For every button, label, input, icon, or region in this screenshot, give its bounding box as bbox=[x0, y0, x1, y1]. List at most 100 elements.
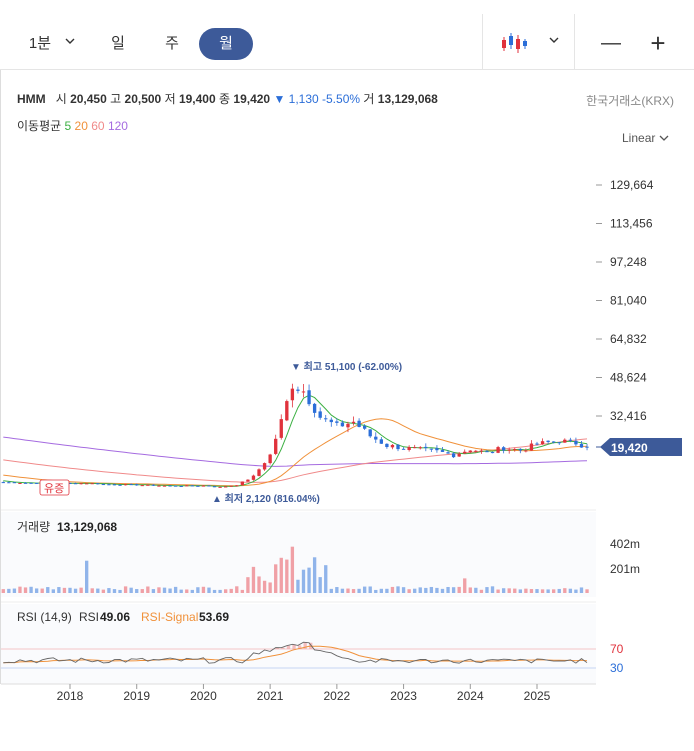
candle-body bbox=[185, 485, 189, 487]
x-tick-label: 2022 bbox=[324, 689, 351, 703]
candle-body bbox=[340, 422, 345, 427]
volume-bar bbox=[107, 588, 111, 593]
x-tick-label: 2024 bbox=[457, 689, 484, 703]
rsi-line bbox=[3, 641, 588, 664]
candle-body bbox=[346, 423, 350, 428]
scale-selector[interactable]: Linear bbox=[622, 131, 669, 145]
candle-body bbox=[457, 453, 461, 457]
volume-current: 13,129,068 bbox=[57, 520, 117, 534]
volume-bar bbox=[196, 587, 200, 593]
candle-body bbox=[240, 481, 245, 486]
volume-bar bbox=[73, 588, 78, 593]
ma120-line bbox=[3, 436, 588, 467]
ma5-line bbox=[3, 394, 588, 487]
volume-bar bbox=[162, 587, 167, 593]
close-value: 19,420 bbox=[233, 92, 271, 106]
volume-bar bbox=[34, 588, 39, 593]
last-price-tag bbox=[600, 438, 682, 456]
event-badge-box[interactable] bbox=[39, 479, 70, 496]
volume-bar bbox=[185, 589, 189, 593]
candle-body bbox=[257, 469, 261, 476]
candle-body bbox=[251, 475, 256, 480]
candle-body bbox=[307, 390, 311, 405]
candle-body bbox=[196, 485, 200, 487]
tab-day[interactable]: 일 bbox=[111, 35, 125, 52]
rsi-panel-bg bbox=[1, 604, 596, 684]
volume-bar bbox=[579, 587, 584, 593]
candle-body bbox=[468, 450, 472, 453]
candle-body bbox=[385, 443, 389, 447]
volume-tick-201m: 201m bbox=[610, 562, 640, 576]
volume-tick-402m: 402m bbox=[610, 537, 640, 551]
event-badge[interactable]: 유증 bbox=[44, 482, 64, 495]
candle-body bbox=[168, 485, 172, 487]
volume-bar bbox=[307, 567, 311, 593]
tab-minute[interactable]: 1분 bbox=[28, 35, 52, 52]
chevron-down-icon[interactable] bbox=[548, 36, 560, 49]
rsi-label: RSI bbox=[79, 610, 99, 624]
candle-body bbox=[223, 486, 228, 488]
volume-bar bbox=[173, 586, 178, 593]
candle-body bbox=[513, 449, 517, 451]
volume-bar bbox=[479, 589, 484, 593]
zoom-out-button[interactable]: — bbox=[601, 31, 621, 54]
zoom-in-button[interactable]: + bbox=[650, 27, 666, 58]
ma60-label: 60 bbox=[91, 119, 105, 133]
volume-bar bbox=[207, 587, 211, 593]
candle-body bbox=[362, 425, 367, 429]
candle-body bbox=[401, 448, 406, 450]
volume-bar bbox=[474, 587, 478, 593]
candle-body bbox=[23, 482, 28, 484]
volume-bar bbox=[335, 587, 339, 593]
tab-month[interactable]: 월 bbox=[199, 28, 253, 60]
chevron-down-icon bbox=[659, 135, 669, 141]
rsi-signal-line bbox=[3, 645, 588, 664]
candle-body bbox=[374, 436, 378, 440]
rsi-signal-label: RSI-Signal bbox=[141, 610, 198, 624]
volume-bar bbox=[524, 588, 528, 593]
volume-bar bbox=[223, 589, 228, 593]
candle-body bbox=[173, 485, 178, 487]
volume-bar bbox=[390, 586, 395, 593]
candle-body bbox=[524, 450, 528, 452]
candle-body bbox=[418, 447, 422, 449]
volume-bar bbox=[240, 589, 245, 593]
candle-body bbox=[463, 451, 467, 454]
y-tick-label: 81,040 bbox=[610, 294, 647, 308]
volume-bar bbox=[585, 589, 589, 593]
volume-bar bbox=[201, 586, 206, 593]
chevron-down-icon[interactable] bbox=[64, 37, 76, 50]
volume-bar bbox=[351, 589, 356, 593]
volume-bar bbox=[413, 588, 417, 593]
candle-body bbox=[396, 444, 400, 450]
low-value: 19,400 bbox=[178, 92, 216, 106]
volume-bar bbox=[57, 587, 61, 593]
candle-body bbox=[107, 484, 111, 486]
candle-body bbox=[540, 441, 545, 445]
volume-bar bbox=[374, 589, 378, 593]
volume-bar bbox=[552, 589, 556, 593]
volume-bar bbox=[235, 586, 239, 593]
candle-body bbox=[162, 485, 167, 487]
candlestick-chart-icon[interactable] bbox=[497, 26, 531, 60]
volume-bar bbox=[7, 588, 11, 593]
volume-bar bbox=[190, 589, 194, 593]
candle-body bbox=[518, 449, 522, 451]
rsi-level-70: 70 bbox=[610, 642, 624, 656]
volume-bar bbox=[90, 588, 94, 593]
volume-bar bbox=[446, 586, 450, 593]
volume-bar bbox=[51, 589, 55, 593]
y-tick-label: 32,416 bbox=[610, 409, 647, 423]
exchange-name: 한국거래소(KRX) bbox=[586, 94, 674, 108]
tab-week[interactable]: 주 bbox=[165, 35, 179, 52]
x-tick-label: 2025 bbox=[524, 689, 551, 703]
candle-body bbox=[563, 439, 567, 443]
volume-bar bbox=[123, 586, 128, 593]
chart-left-border bbox=[0, 70, 1, 684]
x-tick-label: 2023 bbox=[390, 689, 417, 703]
candle-body bbox=[579, 443, 584, 448]
candle-body bbox=[290, 388, 295, 401]
volume-bar bbox=[168, 588, 172, 593]
ma120-label: 120 bbox=[107, 119, 128, 133]
